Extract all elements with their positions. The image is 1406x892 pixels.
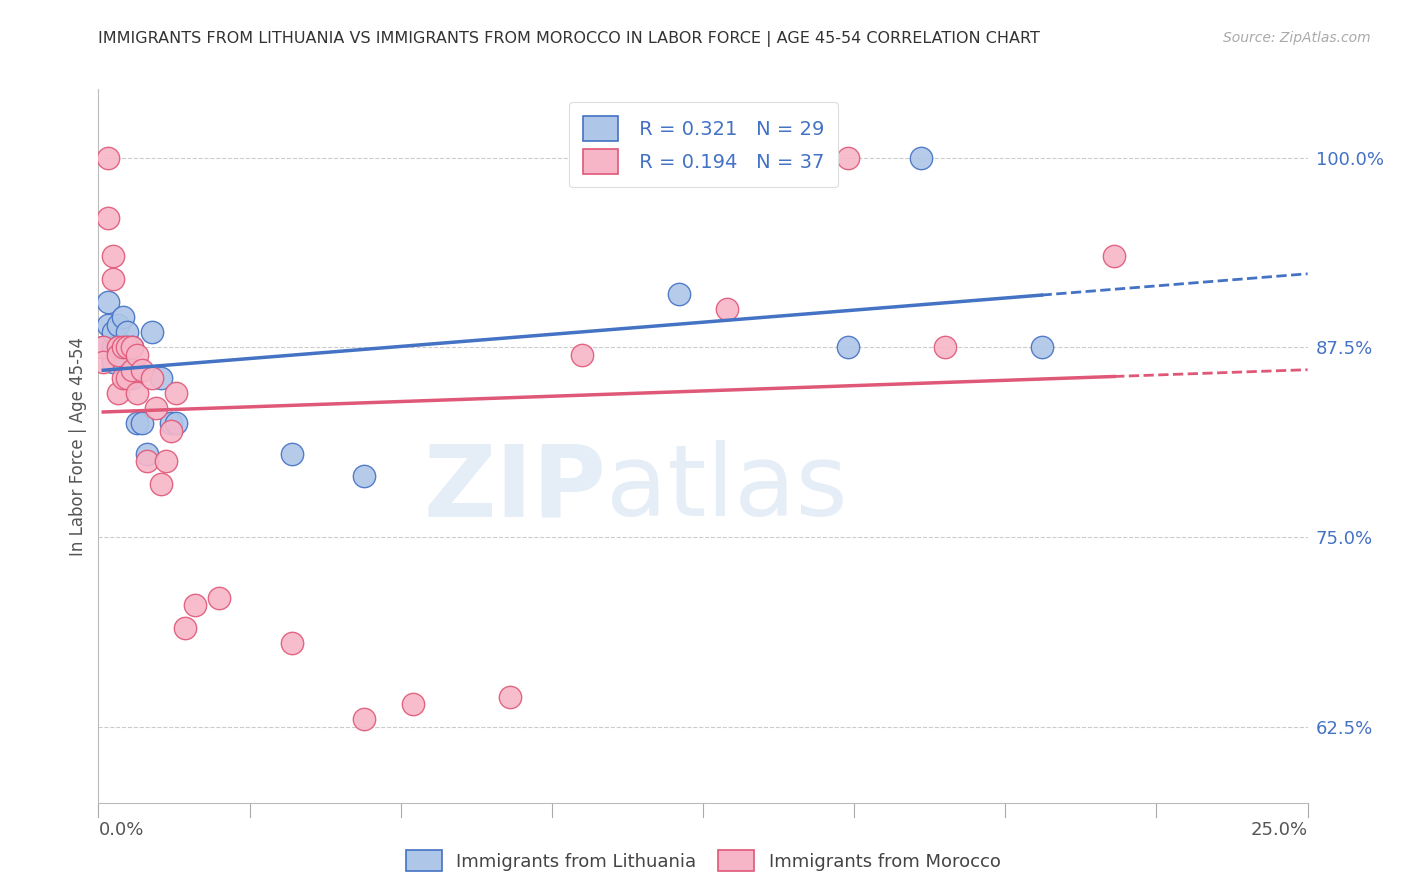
Point bbox=[184, 599, 207, 613]
Legend:  R = 0.321   N = 29,  R = 0.194   N = 37: R = 0.321 N = 29, R = 0.194 N = 37 bbox=[569, 103, 838, 187]
Point bbox=[498, 690, 520, 704]
Point bbox=[160, 424, 183, 438]
Point bbox=[934, 340, 956, 354]
Point bbox=[174, 621, 197, 635]
Point bbox=[101, 272, 124, 286]
Y-axis label: In Labor Force | Age 45-54: In Labor Force | Age 45-54 bbox=[69, 336, 87, 556]
Point bbox=[165, 385, 187, 400]
Text: atlas: atlas bbox=[606, 441, 848, 537]
Point bbox=[91, 340, 114, 354]
Point bbox=[910, 151, 932, 165]
Text: ZIP: ZIP bbox=[423, 441, 606, 537]
Point bbox=[160, 416, 183, 430]
Text: Source: ZipAtlas.com: Source: ZipAtlas.com bbox=[1223, 31, 1371, 45]
Point bbox=[150, 477, 173, 491]
Point bbox=[111, 340, 134, 354]
Point bbox=[107, 340, 129, 354]
Point bbox=[281, 636, 304, 650]
Point bbox=[101, 249, 124, 263]
Point bbox=[353, 469, 375, 483]
Point bbox=[135, 447, 157, 461]
Point bbox=[107, 385, 129, 400]
Point bbox=[837, 151, 859, 165]
Point bbox=[208, 591, 231, 605]
Point bbox=[402, 697, 425, 711]
Point bbox=[111, 370, 134, 384]
Point bbox=[121, 370, 143, 384]
Point bbox=[127, 348, 149, 362]
Point bbox=[131, 363, 153, 377]
Point bbox=[117, 340, 139, 354]
Text: 25.0%: 25.0% bbox=[1250, 821, 1308, 839]
Point bbox=[111, 340, 134, 354]
Point bbox=[97, 318, 120, 332]
Point bbox=[117, 370, 139, 384]
Legend: Immigrants from Lithuania, Immigrants from Morocco: Immigrants from Lithuania, Immigrants fr… bbox=[398, 843, 1008, 879]
Point bbox=[111, 310, 134, 324]
Text: IMMIGRANTS FROM LITHUANIA VS IMMIGRANTS FROM MOROCCO IN LABOR FORCE | AGE 45-54 : IMMIGRANTS FROM LITHUANIA VS IMMIGRANTS … bbox=[98, 31, 1040, 47]
Point bbox=[107, 340, 129, 354]
Point bbox=[150, 370, 173, 384]
Point bbox=[571, 348, 593, 362]
Point bbox=[135, 454, 157, 468]
Point bbox=[117, 340, 139, 354]
Point bbox=[155, 454, 177, 468]
Point bbox=[91, 340, 114, 354]
Point bbox=[837, 340, 859, 354]
Point bbox=[91, 355, 114, 369]
Point bbox=[97, 211, 120, 226]
Point bbox=[121, 363, 143, 377]
Point bbox=[141, 370, 163, 384]
Point bbox=[353, 712, 375, 726]
Point bbox=[165, 416, 187, 430]
Point bbox=[117, 325, 139, 339]
Point bbox=[107, 318, 129, 332]
Point bbox=[668, 287, 690, 301]
Point bbox=[97, 151, 120, 165]
Point bbox=[101, 355, 124, 369]
Point bbox=[281, 447, 304, 461]
Point bbox=[716, 302, 738, 317]
Point bbox=[101, 340, 124, 354]
Point bbox=[107, 348, 129, 362]
Point bbox=[107, 348, 129, 362]
Point bbox=[127, 416, 149, 430]
Point bbox=[1031, 340, 1053, 354]
Point bbox=[97, 294, 120, 309]
Point bbox=[141, 325, 163, 339]
Point bbox=[131, 416, 153, 430]
Point bbox=[145, 401, 167, 415]
Point bbox=[111, 355, 134, 369]
Point bbox=[127, 385, 149, 400]
Point bbox=[101, 325, 124, 339]
Point bbox=[1102, 249, 1125, 263]
Text: 0.0%: 0.0% bbox=[98, 821, 143, 839]
Point bbox=[121, 340, 143, 354]
Point bbox=[121, 340, 143, 354]
